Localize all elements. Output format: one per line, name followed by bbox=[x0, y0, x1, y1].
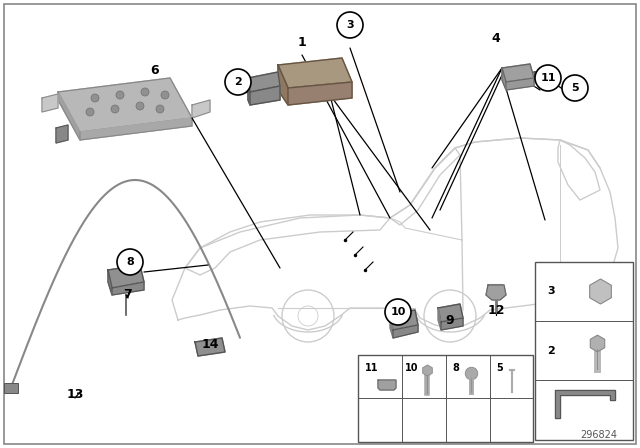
Circle shape bbox=[86, 108, 94, 116]
Polygon shape bbox=[278, 58, 352, 88]
Text: 4: 4 bbox=[492, 31, 500, 44]
Polygon shape bbox=[195, 338, 225, 356]
Text: 5: 5 bbox=[571, 83, 579, 93]
Polygon shape bbox=[192, 100, 210, 118]
Text: 296824: 296824 bbox=[580, 430, 617, 440]
Polygon shape bbox=[502, 68, 506, 90]
Text: 10: 10 bbox=[405, 363, 419, 373]
Circle shape bbox=[116, 91, 124, 99]
Circle shape bbox=[161, 91, 169, 99]
Text: 12: 12 bbox=[487, 303, 505, 316]
Circle shape bbox=[225, 69, 251, 95]
Polygon shape bbox=[393, 325, 418, 338]
Circle shape bbox=[136, 102, 144, 110]
Circle shape bbox=[337, 12, 363, 38]
Circle shape bbox=[535, 65, 561, 91]
Polygon shape bbox=[378, 380, 396, 390]
Polygon shape bbox=[108, 270, 112, 295]
Circle shape bbox=[562, 75, 588, 101]
Polygon shape bbox=[80, 118, 192, 140]
Polygon shape bbox=[502, 64, 534, 82]
Text: 6: 6 bbox=[150, 64, 159, 77]
Polygon shape bbox=[534, 70, 550, 82]
Polygon shape bbox=[248, 72, 280, 92]
Polygon shape bbox=[441, 318, 463, 330]
Text: 11: 11 bbox=[540, 73, 556, 83]
Text: 9: 9 bbox=[445, 314, 454, 327]
Polygon shape bbox=[250, 86, 280, 105]
Circle shape bbox=[385, 299, 411, 325]
Bar bbox=[4, 383, 18, 393]
Polygon shape bbox=[555, 390, 615, 418]
Text: 7: 7 bbox=[124, 289, 132, 302]
Polygon shape bbox=[438, 308, 441, 330]
Circle shape bbox=[91, 94, 99, 102]
Polygon shape bbox=[278, 65, 288, 105]
Polygon shape bbox=[390, 310, 418, 330]
Polygon shape bbox=[42, 94, 58, 112]
Polygon shape bbox=[58, 78, 192, 132]
Polygon shape bbox=[56, 125, 68, 143]
Polygon shape bbox=[438, 304, 463, 322]
Polygon shape bbox=[506, 78, 534, 90]
Text: 5: 5 bbox=[497, 363, 504, 373]
Text: 8: 8 bbox=[452, 363, 460, 373]
Circle shape bbox=[111, 105, 119, 113]
Text: 13: 13 bbox=[67, 388, 84, 401]
Polygon shape bbox=[248, 78, 250, 105]
Bar bbox=[358, 355, 533, 442]
Polygon shape bbox=[288, 82, 352, 105]
Text: 3: 3 bbox=[346, 20, 354, 30]
Polygon shape bbox=[112, 282, 144, 295]
Polygon shape bbox=[486, 285, 506, 300]
Text: 1: 1 bbox=[298, 35, 307, 48]
Polygon shape bbox=[108, 265, 144, 288]
Circle shape bbox=[141, 88, 149, 96]
Text: 3: 3 bbox=[547, 286, 555, 296]
Text: 10: 10 bbox=[390, 307, 406, 317]
Bar bbox=[535, 262, 633, 440]
Text: 2: 2 bbox=[547, 346, 555, 356]
Polygon shape bbox=[390, 315, 393, 338]
Circle shape bbox=[156, 105, 164, 113]
Circle shape bbox=[117, 249, 143, 275]
Text: 14: 14 bbox=[201, 339, 219, 352]
Text: 11: 11 bbox=[365, 363, 379, 373]
Polygon shape bbox=[58, 92, 80, 140]
Text: 2: 2 bbox=[234, 77, 242, 87]
Text: 8: 8 bbox=[126, 257, 134, 267]
